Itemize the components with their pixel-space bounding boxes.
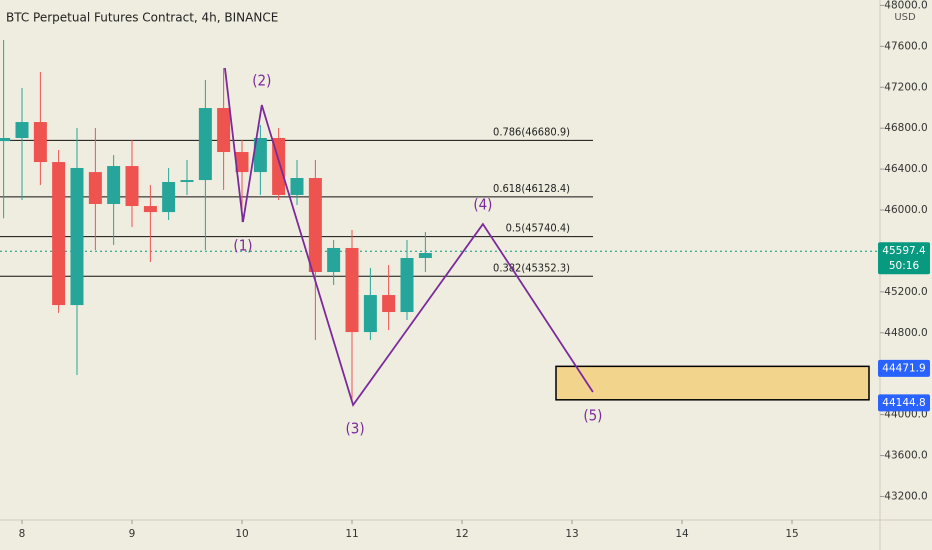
y-unit: USD [894,12,916,23]
fib-level-label: 0.5(45740.4) [506,222,571,235]
y-tick-label: 43600.0 [884,450,927,462]
y-tick-label: 46400.0 [884,163,927,175]
y-tick-label: 48000.0 [884,0,927,11]
chart-title: BTC Perpetual Futures Contract, 4h, BINA… [6,11,278,25]
candle-body [180,180,194,182]
y-tick-label: 43200.0 [884,490,927,502]
wave-label: (2) [252,72,271,90]
candle-body [308,178,322,273]
y-tick-label: 46800.0 [884,122,927,134]
candle-body [88,172,102,204]
fib-level-label: 0.786(46680.9) [493,125,570,138]
candle-body [363,295,377,333]
candle-body [217,108,231,153]
candle-body [290,178,304,195]
y-tick-label: 47600.0 [884,40,927,52]
fib-level-label: 0.618(46128.4) [493,182,570,195]
candle-body [52,162,66,306]
candle-body [15,122,29,139]
y-tick-label: 44800.0 [884,327,927,339]
y-tick-label: 47200.0 [884,81,927,93]
wave-label: (1) [233,236,252,254]
fib-level-label: 0.382(45352.3) [493,261,570,274]
candle-body [400,258,414,313]
current-price-tag [878,242,930,275]
y-tick-label: 45200.0 [884,286,927,298]
wave-line [224,67,594,408]
candle-body [33,122,47,163]
x-tick-label: 14 [675,528,689,540]
candle-body [345,247,359,333]
x-tick-label: 10 [235,528,248,540]
x-tick-label: 15 [785,528,798,540]
candle-body [125,166,139,207]
target-bottom-label: 44144.8 [882,397,925,409]
target-top-label-bg [878,359,930,377]
y-tick-label: 46000.0 [884,204,927,216]
wave-label: (3) [346,420,365,438]
candle-body [70,167,84,306]
y-tick-label: 44000.0 [884,409,927,421]
candle-body [327,247,341,273]
candle-body [162,181,176,213]
candle-body [382,295,396,313]
x-tick-label: 13 [565,528,578,540]
target-zone [555,365,870,401]
candle-body [418,252,432,259]
wave-label: (4) [473,196,492,214]
countdown-label: 50:16 [889,260,920,272]
x-tick-label: 9 [129,528,136,540]
candle-body [235,152,249,173]
candle-body [253,138,267,173]
wave-label: (5) [583,407,602,425]
target-top-label: 44471.9 [882,362,925,374]
x-tick-label: 8 [19,528,26,540]
candle-body [107,166,121,204]
candle-body [0,138,11,142]
current-price-label: 45597.4 [882,245,926,257]
x-tick-label: 11 [345,528,358,540]
candle-body [143,206,157,213]
target-bottom-label-bg [878,394,930,412]
candle-body [198,108,212,181]
x-tick-label: 12 [455,528,468,540]
